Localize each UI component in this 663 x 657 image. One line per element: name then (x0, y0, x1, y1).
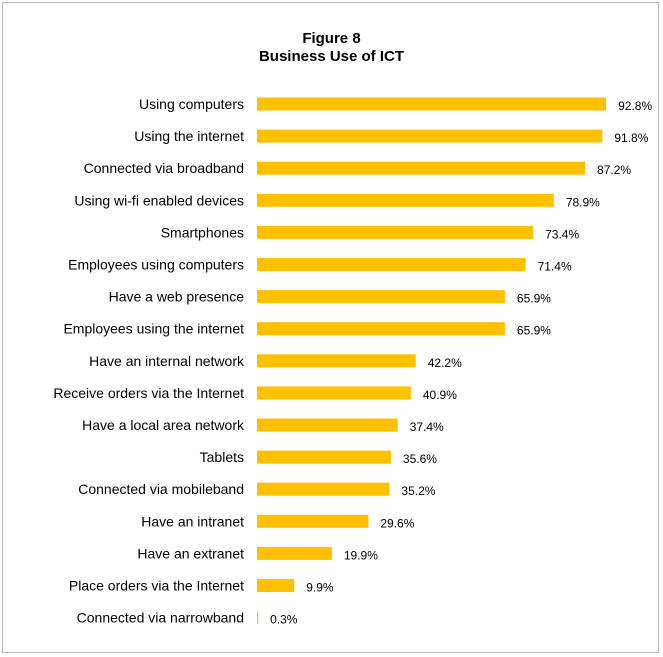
bar (257, 482, 390, 496)
chart-subtitle: Business Use of ICT (258, 48, 405, 65)
category-label: Using the internet (134, 128, 244, 144)
bar (257, 450, 391, 464)
category-label: Using wi-fi enabled devices (74, 192, 244, 208)
data-label: 65.9% (517, 324, 551, 338)
category-label: Smartphones (161, 224, 244, 240)
category-label: Have an intranet (141, 513, 244, 529)
bar (257, 579, 295, 592)
category-label: Connected via broadband (84, 160, 244, 176)
category-label: Have a web presence (109, 289, 245, 305)
category-label: Connected via mobileband (78, 481, 244, 497)
data-label: 91.8% (614, 131, 648, 145)
bar (257, 514, 369, 528)
bar (257, 322, 505, 336)
bar (257, 129, 603, 143)
bar (257, 546, 332, 560)
data-label: 73.4% (545, 227, 579, 241)
category-label: Have a local area network (82, 417, 245, 433)
category-label: Have an internal network (89, 353, 245, 369)
data-label: 65.9% (517, 292, 551, 306)
data-label: 29.6% (380, 516, 414, 530)
data-label: 92.8% (618, 99, 652, 113)
bar (257, 354, 416, 368)
data-label: 78.9% (566, 195, 600, 209)
bar (257, 225, 534, 239)
category-label: Connected via narrowband (77, 610, 244, 626)
data-label: 9.9% (306, 581, 334, 595)
data-label: 35.2% (401, 484, 435, 498)
data-label: 42.2% (428, 356, 462, 370)
bar (257, 161, 586, 175)
bar (257, 258, 526, 271)
bar (257, 418, 398, 432)
data-label: 87.2% (597, 163, 631, 177)
bar (257, 386, 411, 400)
bar (257, 290, 505, 304)
data-label: 40.9% (423, 388, 457, 402)
data-label: 37.4% (410, 420, 444, 434)
data-label: 71.4% (538, 260, 572, 274)
category-label: Tablets (200, 449, 244, 465)
bar (257, 611, 259, 625)
category-label: Have an extranet (137, 545, 244, 561)
data-label: 19.9% (344, 548, 378, 562)
bar (257, 193, 554, 207)
bar (257, 97, 607, 111)
chart-title: Figure 8 (302, 30, 361, 47)
category-label: Employees using the internet (63, 321, 244, 337)
category-label: Employees using computers (68, 257, 244, 273)
data-label: 0.3% (270, 613, 298, 627)
category-label: Using computers (139, 96, 244, 112)
data-label: 35.6% (403, 452, 437, 466)
category-label: Receive orders via the Internet (53, 385, 244, 401)
category-label: Place orders via the Internet (69, 578, 244, 594)
